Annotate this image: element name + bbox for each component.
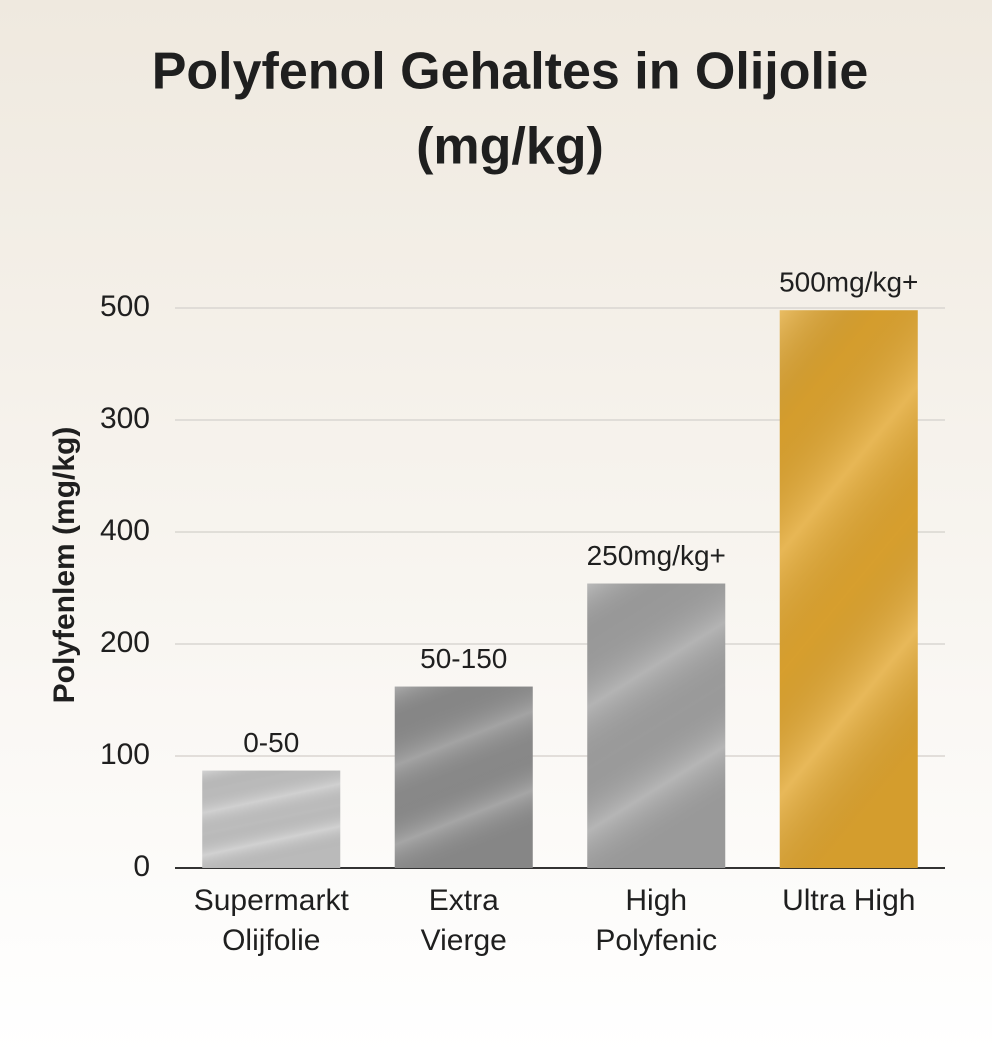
value-label: 50-150 [420, 643, 507, 674]
bar-sheen [202, 770, 341, 868]
x-tick-label: Extra [429, 884, 499, 917]
y-tick-label: 100 [100, 738, 150, 771]
y-tick-label: 400 [100, 514, 150, 547]
y-tick-label: 200 [100, 626, 150, 659]
chart-title: Polyfenol Gehaltes in Olijolie [152, 43, 869, 101]
value-label: 250mg/kg+ [587, 540, 726, 571]
x-tick-label: Vierge [421, 924, 507, 957]
y-tick-label: 500 [100, 290, 150, 323]
x-tick-label: Polyfenic [595, 924, 717, 957]
x-tick-label: Supermarkt [194, 884, 350, 917]
y-axis-label: Polyfenlem (mg/kg) [48, 427, 81, 704]
value-label: 0-50 [243, 727, 299, 758]
y-tick-label: 0 [133, 850, 150, 883]
y-tick-label: 300 [100, 402, 150, 435]
x-tick-label: Olijfolie [222, 924, 320, 957]
bar-sheen [587, 583, 726, 868]
chart-title: (mg/kg) [416, 118, 604, 176]
value-label: 500mg/kg+ [779, 267, 918, 298]
bar-sheen [779, 310, 918, 868]
bar-sheen [394, 686, 533, 868]
x-tick-label: High [625, 884, 687, 917]
x-tick-label: Ultra High [782, 884, 915, 917]
